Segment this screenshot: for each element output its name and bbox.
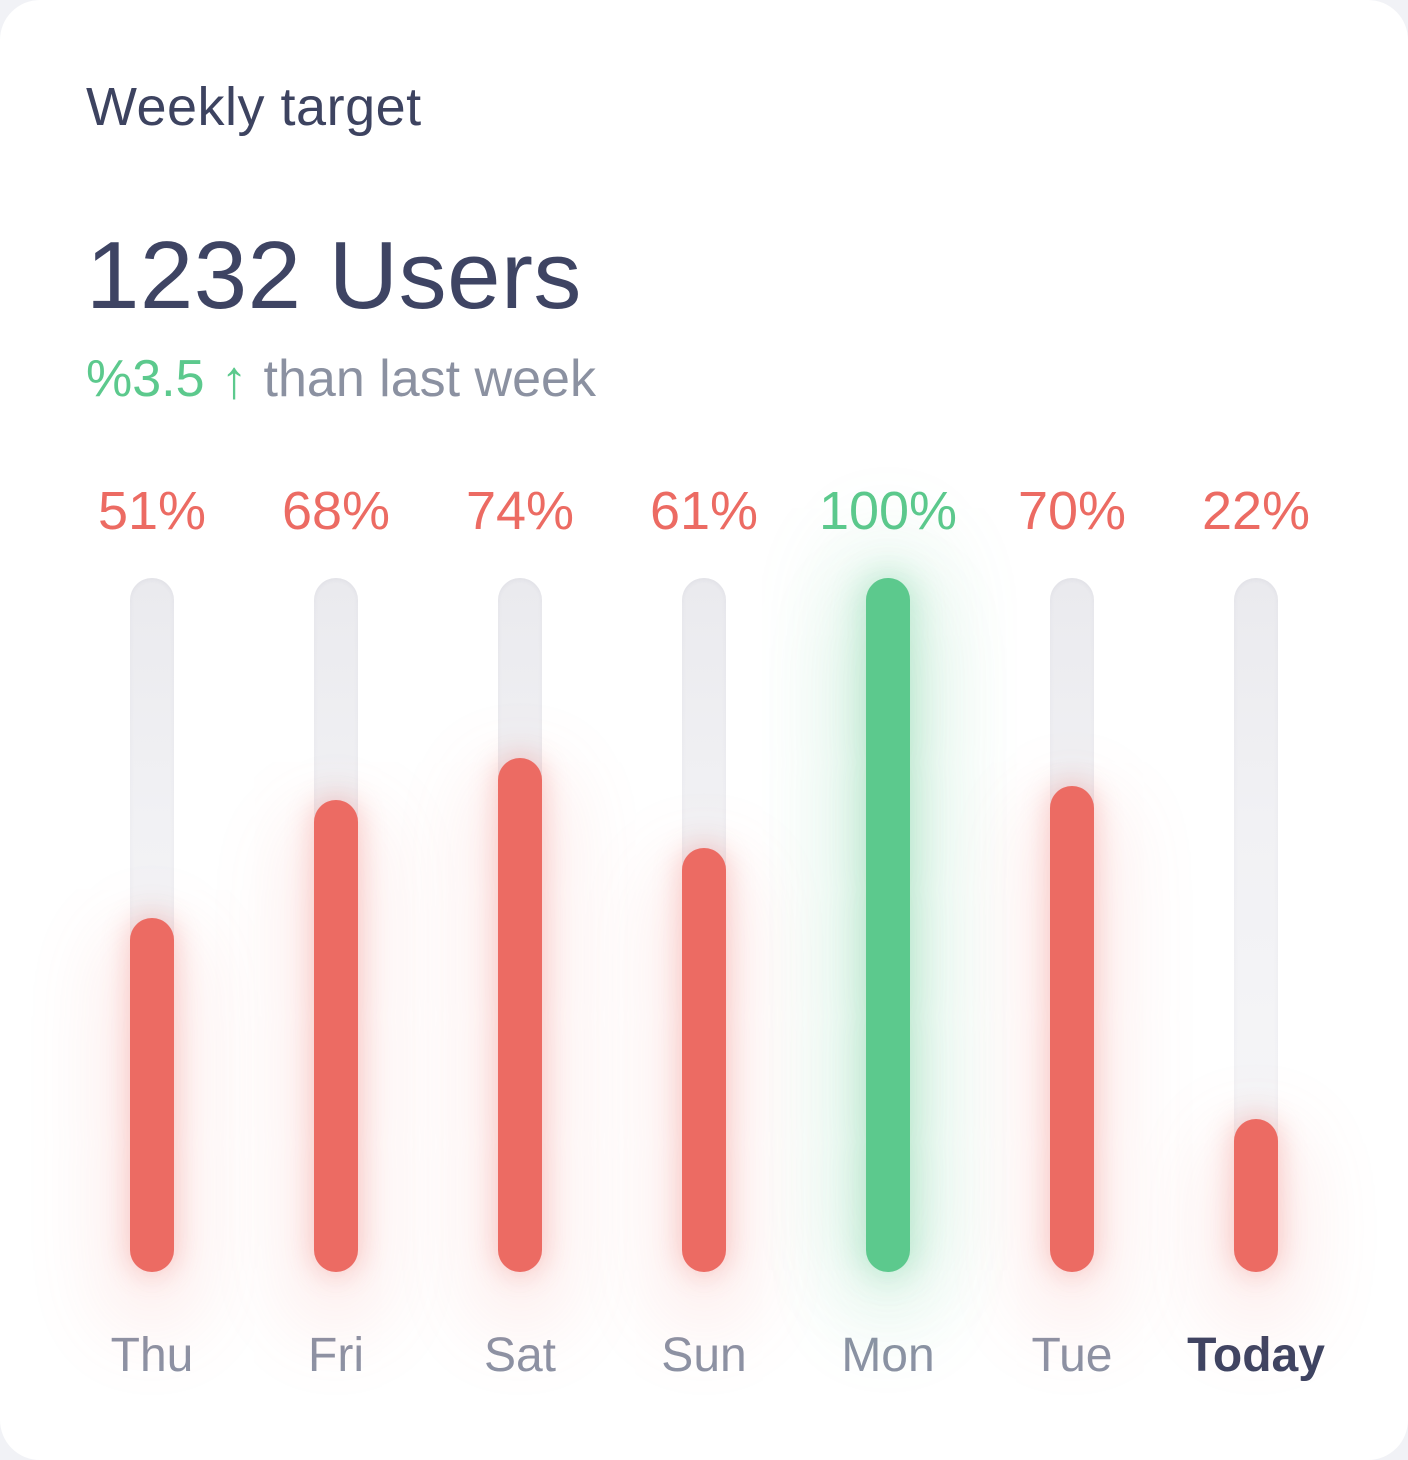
bar-category-label: Tue	[1031, 1328, 1113, 1382]
bar-column-today: 22% Today	[1187, 480, 1325, 1383]
bar-fill	[1234, 1119, 1278, 1272]
bar-category-label: Today	[1187, 1328, 1325, 1382]
bar-column-sat: 74% Sat	[454, 483, 586, 1383]
bar-column-tue: 70% Tue	[1006, 483, 1138, 1383]
bar-fill	[866, 577, 910, 1272]
bar-category-label: Mon	[841, 1328, 935, 1382]
bar-fill	[498, 758, 542, 1272]
bar-value-label: 70%	[1017, 480, 1127, 541]
bar-category-label: Fri	[308, 1328, 364, 1382]
bar-column-thu: 51% Thu	[86, 483, 218, 1383]
bar-column-sun: 61% Sun	[638, 483, 770, 1383]
bar-track	[682, 577, 726, 1272]
bar-value-label: 61%	[649, 480, 759, 541]
bar-track	[866, 577, 910, 1272]
card-title: Weekly target	[86, 77, 422, 137]
stat-delta: %3.5 ↑ than last week	[86, 349, 1322, 411]
bar-category-label: Sat	[483, 1328, 557, 1382]
delta-percent: %3.5	[86, 350, 205, 409]
bar-track	[1234, 577, 1278, 1272]
bar-value-label: 51%	[97, 480, 207, 541]
bar-track	[130, 577, 174, 1272]
bar-category-label: Sun	[661, 1328, 747, 1382]
bar-value-label: 68%	[281, 480, 391, 541]
stat-users-value: 1232 Users	[86, 222, 582, 330]
bar-fill	[682, 848, 726, 1272]
bar-value-label: 22%	[1201, 480, 1311, 541]
bar-track	[314, 577, 358, 1272]
bar-category-label: Thu	[110, 1328, 194, 1382]
delta-caption: than last week	[263, 350, 596, 409]
bar-value-label: 100%	[818, 480, 958, 541]
bar-fill	[130, 917, 174, 1272]
bar-fill	[1050, 785, 1094, 1272]
bar-track	[1050, 577, 1094, 1272]
bar-fill	[314, 799, 358, 1272]
arrow-up-icon: ↑	[220, 349, 248, 410]
weekly-bar-chart: 51% Thu 68% Fri 74% Sat 61% Sun 100% Mon 70% Tue 22%…	[86, 480, 1325, 1383]
bar-track	[498, 577, 542, 1272]
bar-value-label: 74%	[465, 480, 575, 541]
bar-column-fri: 68% Fri	[270, 483, 402, 1383]
bar-column-mon: 100% Mon	[818, 480, 958, 1383]
